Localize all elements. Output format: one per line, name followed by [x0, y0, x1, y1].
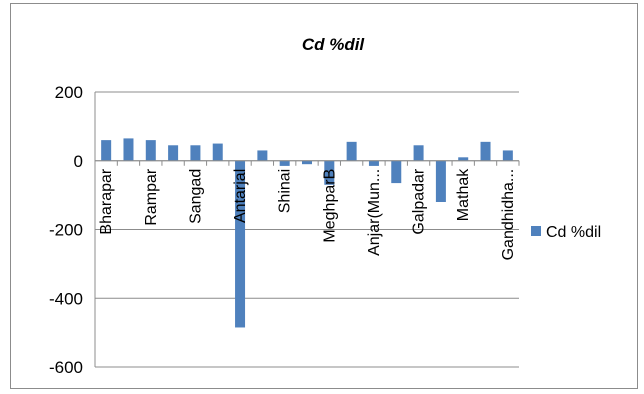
bar — [391, 160, 402, 184]
bar — [235, 160, 246, 328]
x-tick-label: MeghparB — [321, 169, 338, 243]
gridlines — [95, 91, 519, 368]
bar-chart: Cd %dil 200 0 -200 -400 -600 Bharapar Rampar S… — [49, 35, 601, 377]
bar — [368, 160, 379, 166]
bar — [324, 160, 335, 185]
y-tick-label: 0 — [74, 152, 83, 171]
bar — [279, 160, 290, 166]
chart-area: Cd %dil 200 0 -200 -400 -600 Bharapar Rampar S… — [10, 3, 638, 389]
x-tick-label: Shinai — [277, 169, 294, 213]
x-tick-label: Antarjal — [232, 169, 249, 223]
bar — [346, 141, 357, 161]
bar — [502, 150, 513, 161]
x-tick-label: Gandhidha... — [500, 169, 517, 261]
y-tick-label: -200 — [49, 221, 83, 240]
x-tick-label: Mathak — [455, 168, 472, 221]
bar — [190, 145, 201, 161]
bar — [435, 160, 446, 202]
bar — [212, 143, 223, 161]
y-tick-label: 200 — [55, 83, 83, 102]
bar — [145, 140, 156, 161]
bar — [101, 140, 112, 161]
x-tick-label: Rampar — [143, 168, 160, 226]
y-tick-label: -600 — [49, 358, 83, 377]
bar — [168, 145, 179, 161]
x-tick-label: Bharapar — [98, 168, 115, 234]
legend: Cd %dil — [531, 224, 601, 241]
bar — [123, 138, 134, 161]
x-tick-label: Galpadar — [411, 168, 428, 234]
bars — [101, 138, 513, 328]
axes — [94, 92, 520, 367]
legend-label: Cd %dil — [546, 224, 601, 241]
x-tick-labels: Bharapar Rampar Sangad Antarjal Shinai Meghpa… — [98, 168, 517, 261]
x-tick-label: Sangad — [187, 169, 204, 224]
x-tick-label: Anjar(Mun... — [366, 169, 383, 256]
bar — [302, 160, 312, 165]
bar — [458, 157, 469, 161]
y-tick-labels: 200 0 -200 -400 -600 — [49, 83, 83, 377]
legend-swatch — [531, 226, 541, 236]
chart-title: Cd %dil — [302, 35, 366, 54]
bar — [480, 141, 491, 161]
bar — [413, 145, 424, 161]
y-tick-label: -400 — [49, 289, 83, 308]
bar — [257, 150, 268, 161]
